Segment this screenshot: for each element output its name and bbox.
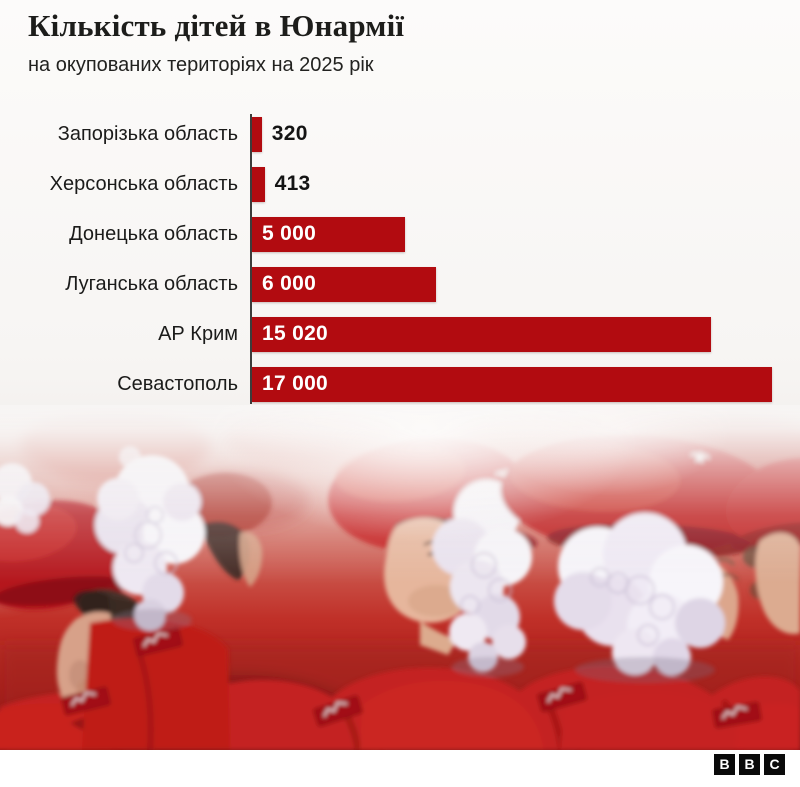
chart-row: Луганська область 6 000 bbox=[0, 259, 800, 309]
bar-track: 6 000 bbox=[252, 266, 800, 302]
value-label: 5 000 bbox=[262, 222, 317, 245]
category-label: Запорізька область bbox=[57, 122, 238, 145]
bar bbox=[252, 116, 262, 152]
chart-row: Запорізька область 320 bbox=[0, 109, 800, 159]
value-label: 17 000 bbox=[262, 372, 329, 395]
bar-track: 320 bbox=[252, 116, 800, 152]
y-axis-line bbox=[250, 114, 252, 404]
chart-title: Кількість дітей в Юнармії bbox=[28, 8, 405, 43]
bbc-logo: B B C bbox=[710, 754, 785, 775]
chart-subtitle: на окупованих територіях на 2025 рік bbox=[28, 53, 374, 76]
photo-figures bbox=[0, 434, 800, 750]
bar-track: 413 bbox=[252, 166, 800, 202]
value-label: 15 020 bbox=[262, 322, 329, 345]
category-label: Луганська область bbox=[65, 272, 238, 295]
photo-illustration bbox=[0, 405, 800, 750]
chart-row: АР Крим 15 020 bbox=[0, 309, 800, 359]
bar-track: 5 000 bbox=[252, 216, 800, 252]
bar-chart: Запорізька область 320 Херсонська область 4… bbox=[0, 109, 800, 409]
chart-row: Севастополь 17 000 bbox=[0, 359, 800, 409]
bar: 15 020 bbox=[252, 316, 712, 352]
category-label: Херсонська область bbox=[49, 172, 238, 195]
category-label: АР Крим bbox=[158, 322, 238, 345]
bar: 6 000 bbox=[252, 266, 436, 302]
bar-track: 15 020 bbox=[252, 316, 800, 352]
value-label: 320 bbox=[271, 122, 308, 145]
bbc-logo-block-c: C bbox=[764, 754, 785, 775]
bar: 17 000 bbox=[252, 366, 772, 402]
bbc-logo-block-b2: B bbox=[739, 754, 760, 775]
chart-rows: Запорізька область 320 Херсонська область 4… bbox=[0, 109, 800, 409]
photo-yunarmiya-children bbox=[0, 405, 800, 750]
category-label: Севастополь bbox=[117, 372, 238, 395]
bar: 5 000 bbox=[252, 216, 405, 252]
chart-row: Херсонська область 413 bbox=[0, 159, 800, 209]
chart-row: Донецька область 5 000 bbox=[0, 209, 800, 259]
footer-strip: B B C bbox=[0, 750, 800, 787]
value-label: 413 bbox=[274, 172, 311, 195]
bbc-logo-block-b1: B bbox=[714, 754, 735, 775]
bar-track: 17 000 bbox=[252, 366, 800, 402]
header: Кількість дітей в Юнармії на окупованих … bbox=[28, 8, 772, 77]
value-label: 6 000 bbox=[262, 272, 317, 295]
category-label: Донецька область bbox=[69, 222, 238, 245]
bar bbox=[252, 166, 265, 202]
